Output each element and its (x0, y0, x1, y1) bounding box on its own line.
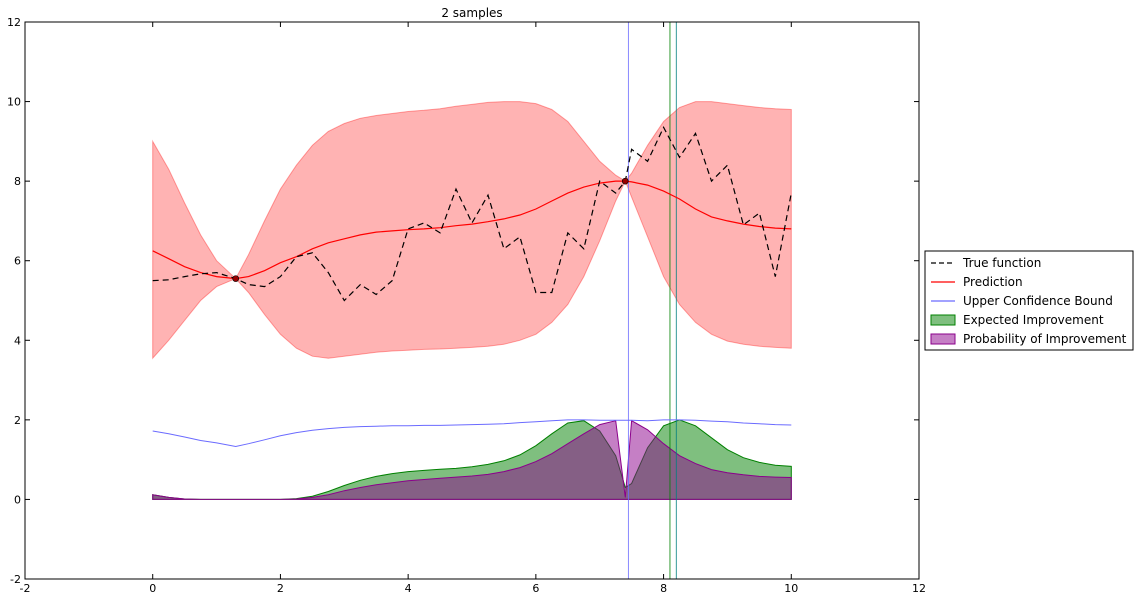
y-tick-label: 8 (14, 175, 21, 188)
legend-label: Prediction (963, 275, 1023, 289)
probability-of-improvement-area (152, 419, 792, 500)
y-tick-label: -2 (10, 573, 21, 586)
x-tick-label: 12 (912, 582, 926, 595)
x-tick-label: -2 (20, 582, 31, 595)
sample-point-1 (621, 177, 629, 185)
x-tick-label: 0 (149, 582, 156, 595)
y-tick-label: 10 (7, 96, 21, 109)
legend-swatch-4 (930, 333, 956, 345)
legend-label: Expected Improvement (963, 313, 1104, 327)
plot-frame (24, 21, 920, 580)
confidence-band (152, 101, 792, 360)
y-tick-label: 12 (7, 16, 21, 29)
sample-point-0 (232, 275, 240, 282)
ucb-line (152, 419, 792, 448)
plot-area: -2 0 2 4 6 8 10 12 -2 0 2 4 6 8 10 12 (7, 16, 926, 595)
legend: True function Prediction Upper Confidence … (924, 250, 1134, 351)
legend-label: Probability of Improvement (963, 332, 1127, 346)
legend-label: Upper Confidence Bound (963, 294, 1113, 308)
legend-label: True function (962, 256, 1041, 270)
y-tick-label: 2 (14, 414, 21, 427)
x-tick-label: 8 (660, 582, 667, 595)
x-tick-label: 6 (532, 582, 539, 595)
legend-box (924, 250, 1134, 351)
y-tick-label: 6 (14, 255, 21, 268)
legend-swatch-3 (930, 314, 956, 326)
true-function-line (152, 126, 792, 302)
x-tick-label: 4 (405, 582, 412, 595)
y-tick-label: 0 (14, 493, 21, 506)
x-tick-label: 10 (784, 582, 798, 595)
plot-content (152, 22, 792, 579)
y-tick-label: 4 (14, 334, 21, 347)
chart-title: 2 samples (441, 6, 502, 20)
prediction-line (152, 180, 792, 280)
x-tick-label: 2 (277, 582, 284, 595)
